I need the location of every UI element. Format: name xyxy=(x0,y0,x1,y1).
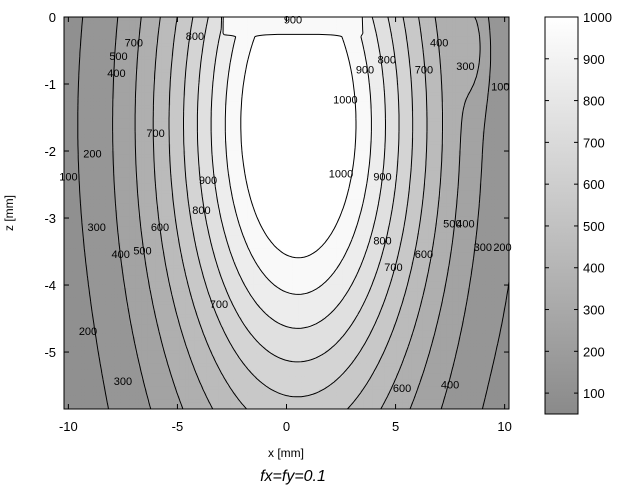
filled-contour-bands xyxy=(64,17,510,410)
plot-area: 9008007005004001000900800700400300100700… xyxy=(2,10,512,485)
